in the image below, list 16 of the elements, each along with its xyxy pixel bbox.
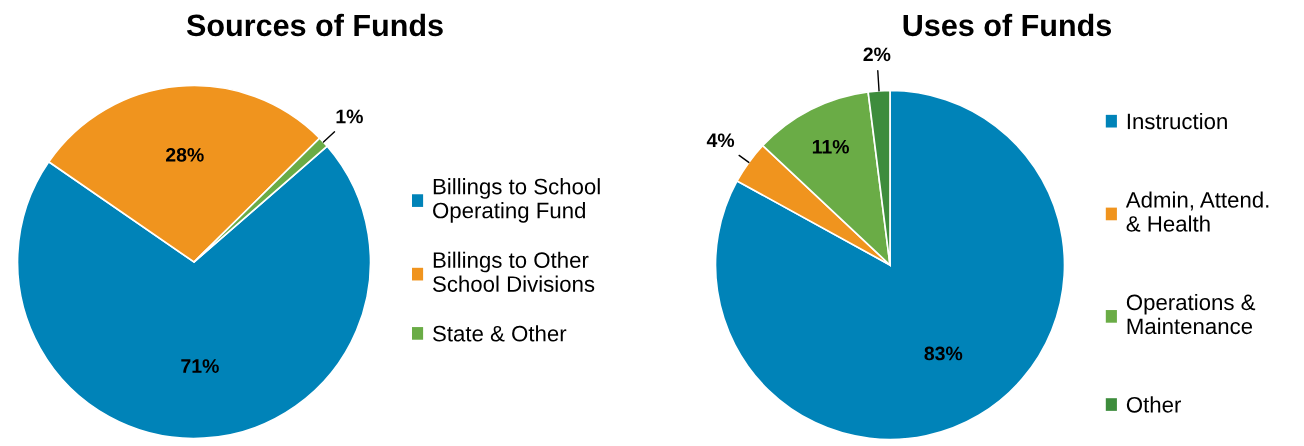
legend-label: Instruction bbox=[1127, 112, 1227, 130]
legend-label: Billings to School Operating Fund bbox=[433, 178, 600, 223]
legend-label: Admin, Attend. & Health bbox=[1125, 191, 1269, 232]
data-label: 4% bbox=[706, 133, 735, 148]
legend-label: Operations & Maintenance bbox=[1126, 293, 1256, 335]
data-label: 28% bbox=[165, 147, 204, 162]
data-label: 83% bbox=[924, 346, 963, 361]
legend-label: Other bbox=[1126, 396, 1182, 413]
data-label: 71% bbox=[181, 359, 219, 373]
data-label: 11% bbox=[812, 139, 849, 154]
chart-title: Uses of Funds bbox=[903, 13, 1112, 37]
data-label: 1% bbox=[336, 109, 363, 124]
legend-label: State & Other bbox=[433, 325, 567, 342]
chart-title: Sources of Funds bbox=[186, 13, 443, 37]
data-label: 2% bbox=[863, 47, 891, 62]
legend-label: Billings to Other School Divisions bbox=[433, 251, 595, 292]
